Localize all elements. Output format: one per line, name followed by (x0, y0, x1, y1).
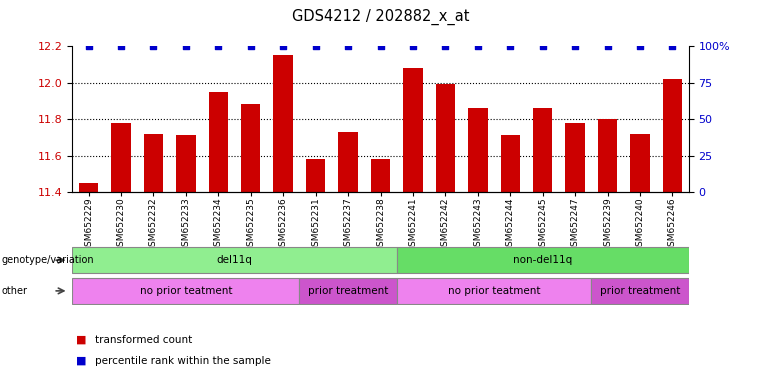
Bar (79, 183, 98, 192)
Point (407, 43, 419, 49)
Text: other: other (2, 286, 27, 296)
Point (472, 43, 484, 49)
Bar (241, 104, 260, 192)
Text: non-del11q: non-del11q (513, 255, 572, 265)
Bar (111, 123, 131, 192)
Bar (403, 68, 422, 192)
Bar (306, 159, 326, 192)
Point (82, 43, 94, 49)
Bar (176, 136, 196, 192)
Point (310, 43, 322, 49)
Text: prior treatment: prior treatment (308, 286, 388, 296)
Bar (72, 247, 396, 273)
Text: ■: ■ (76, 356, 87, 366)
Point (601, 43, 613, 49)
Point (244, 43, 256, 49)
Bar (435, 84, 455, 192)
Text: transformed count: transformed count (95, 335, 193, 345)
Bar (598, 119, 617, 192)
Bar (630, 134, 650, 192)
Bar (299, 278, 396, 304)
Point (439, 43, 451, 49)
Point (569, 43, 581, 49)
Text: del11q: del11q (217, 255, 253, 265)
Point (277, 43, 289, 49)
Text: prior treatment: prior treatment (600, 286, 680, 296)
Point (374, 43, 387, 49)
Point (342, 43, 354, 49)
Text: ■: ■ (76, 335, 87, 345)
Text: percentile rank within the sample: percentile rank within the sample (95, 356, 271, 366)
Text: no prior teatment: no prior teatment (139, 286, 232, 296)
Bar (339, 132, 358, 192)
Point (115, 43, 127, 49)
Bar (591, 278, 689, 304)
Bar (72, 278, 299, 304)
Bar (565, 123, 585, 192)
Bar (501, 136, 520, 192)
Point (180, 43, 192, 49)
Bar (396, 247, 689, 273)
Point (634, 43, 646, 49)
Point (212, 43, 224, 49)
Bar (533, 108, 552, 192)
Bar (273, 55, 293, 192)
Point (148, 43, 160, 49)
Text: no prior teatment: no prior teatment (447, 286, 540, 296)
Bar (468, 108, 488, 192)
Text: genotype/variation: genotype/variation (2, 255, 94, 265)
Bar (371, 159, 390, 192)
Point (667, 43, 679, 49)
Text: GDS4212 / 202882_x_at: GDS4212 / 202882_x_at (291, 9, 470, 25)
Point (505, 43, 517, 49)
Bar (396, 278, 591, 304)
Point (537, 43, 549, 49)
Bar (209, 92, 228, 192)
Bar (663, 79, 682, 192)
Bar (144, 134, 163, 192)
